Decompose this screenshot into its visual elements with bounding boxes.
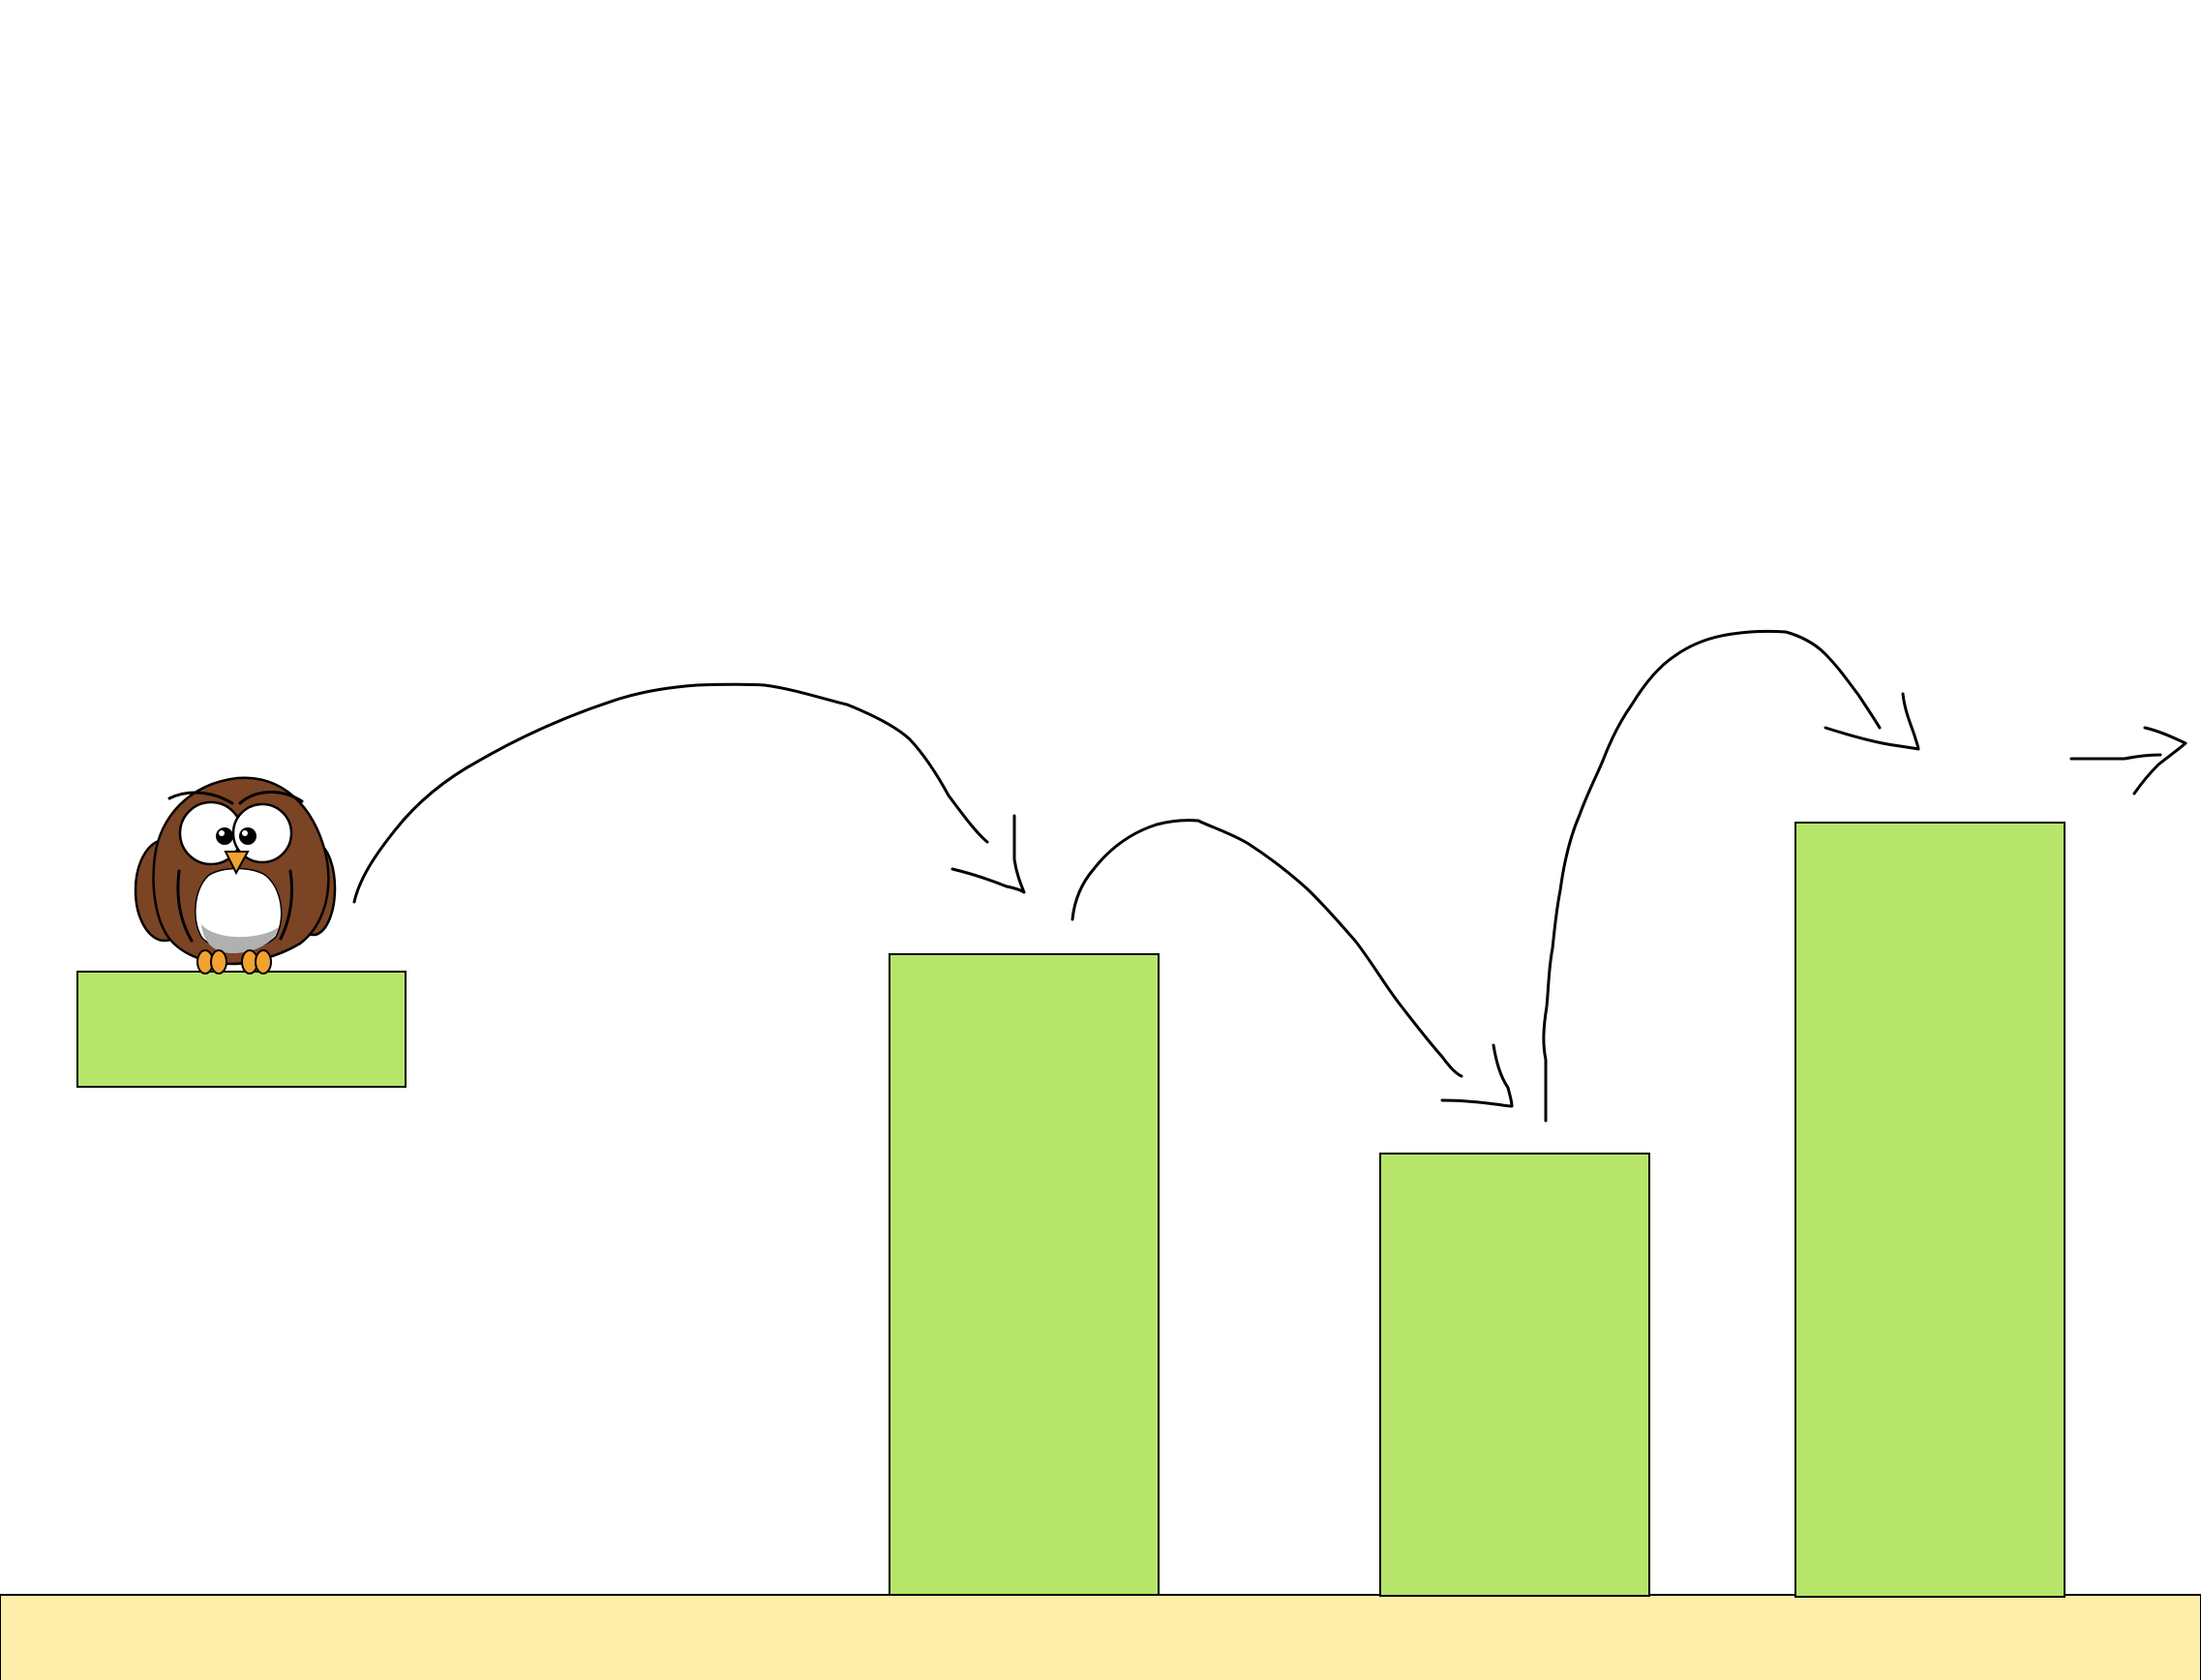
- owl-right-eye: [231, 802, 293, 864]
- owl-eyebrows: [167, 791, 304, 805]
- jump-arrow-1-curve: [352, 682, 989, 904]
- owl-right-glint: [242, 830, 248, 836]
- owl-left-pupil: [216, 827, 233, 845]
- owl-feet: [196, 949, 272, 975]
- owl-belly-shadow: [201, 924, 279, 953]
- jump-arrow-1: [352, 682, 1026, 904]
- jump-arrow-3-curve: [1542, 629, 1882, 1123]
- jump-arrow-1-head: [950, 814, 1026, 894]
- owl-feather-lines: [176, 869, 294, 943]
- jump-arrow-3-head: [1824, 692, 1920, 751]
- jump-arrow-2: [1070, 819, 1514, 1108]
- platform-pillar-1: [889, 953, 1160, 1596]
- owl-character: [134, 776, 337, 975]
- owl-left-glint: [219, 830, 225, 836]
- platform-pillar-3: [1794, 822, 2065, 1598]
- jump-arrow-2-curve: [1070, 819, 1463, 1078]
- jump-arrow-4: [2069, 726, 2187, 795]
- owl-belly: [195, 867, 283, 950]
- jump-arrow-4-shaft: [2069, 753, 2162, 761]
- jump-arrow-4-head: [2132, 726, 2187, 795]
- platform-pillar-2: [1379, 1153, 1650, 1597]
- ground: [0, 1594, 2201, 1680]
- owl-right-pupil: [239, 827, 256, 845]
- jump-arrow-2-head: [1440, 1043, 1514, 1108]
- jump-arrow-3: [1542, 629, 1920, 1123]
- platform-start-ledge: [76, 971, 407, 1088]
- owl-beak: [224, 851, 250, 876]
